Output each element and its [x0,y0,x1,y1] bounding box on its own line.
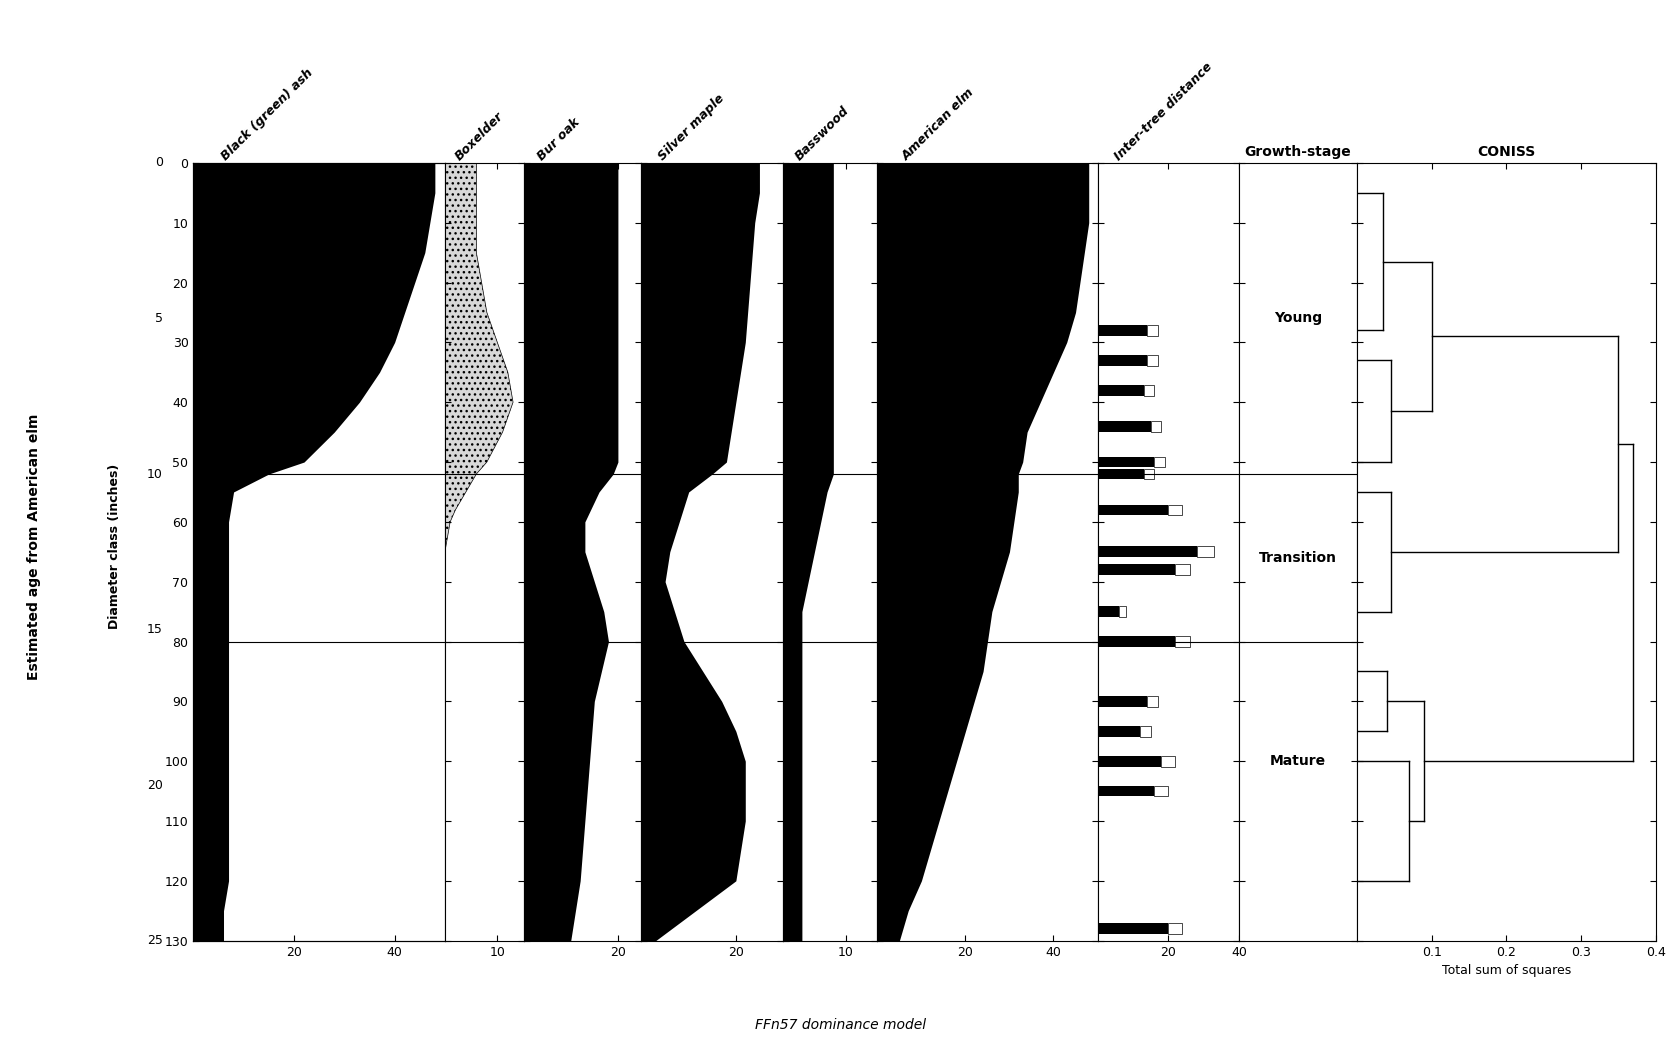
Title: American elm: American elm [899,85,976,163]
Text: Young: Young [1273,311,1320,326]
Bar [1168,504,1181,515]
Bar [1097,726,1139,737]
Title: Growth-stage: Growth-stage [1243,145,1351,159]
Text: Transition: Transition [1258,551,1336,564]
Title: Bur oak: Bur oak [534,116,583,163]
Bar [1097,456,1154,468]
Bar [1149,420,1161,432]
Bar [1097,923,1168,934]
X-axis label: Total sum of squares: Total sum of squares [1441,964,1571,977]
Title: Basswood: Basswood [791,104,852,163]
Bar [1097,696,1146,706]
Text: FFn57 dominance model: FFn57 dominance model [754,1017,926,1032]
Text: 20: 20 [146,779,163,791]
Text: Mature: Mature [1268,755,1326,768]
Bar [1097,325,1146,336]
Bar [1146,696,1158,706]
Bar [1174,564,1189,575]
Text: Diameter class (inches): Diameter class (inches) [108,463,121,630]
Bar [1142,469,1154,479]
Text: Estimated age from American elm: Estimated age from American elm [27,413,40,680]
Bar [1161,756,1174,766]
Bar [1097,756,1161,766]
Bar [1097,636,1174,647]
Title: Inter-tree distance: Inter-tree distance [1110,60,1215,163]
Bar [1146,355,1158,366]
Text: 10: 10 [146,468,163,480]
Title: CONISS: CONISS [1477,145,1534,159]
Bar [1174,636,1189,647]
Bar [1097,355,1146,366]
Text: 25: 25 [146,934,163,947]
Bar [1168,923,1181,934]
Title: Black (green) ash: Black (green) ash [218,66,316,163]
Bar [1154,456,1164,468]
Bar [1097,385,1142,395]
Bar [1119,606,1126,617]
Bar [1142,385,1154,395]
Bar [1097,420,1149,432]
Text: 0: 0 [155,157,163,169]
Bar [1097,786,1154,797]
Bar [1097,504,1168,515]
Bar [1146,325,1158,336]
Title: Silver maple: Silver maple [655,91,726,163]
Text: 5: 5 [155,312,163,325]
Bar [1097,564,1174,575]
Bar [1097,469,1142,479]
Bar [1154,786,1168,797]
Bar [1097,606,1119,617]
Title: Boxelder: Boxelder [452,109,506,163]
Text: 15: 15 [146,623,163,636]
Bar [1196,547,1213,557]
Bar [1139,726,1149,737]
Bar [1097,547,1196,557]
